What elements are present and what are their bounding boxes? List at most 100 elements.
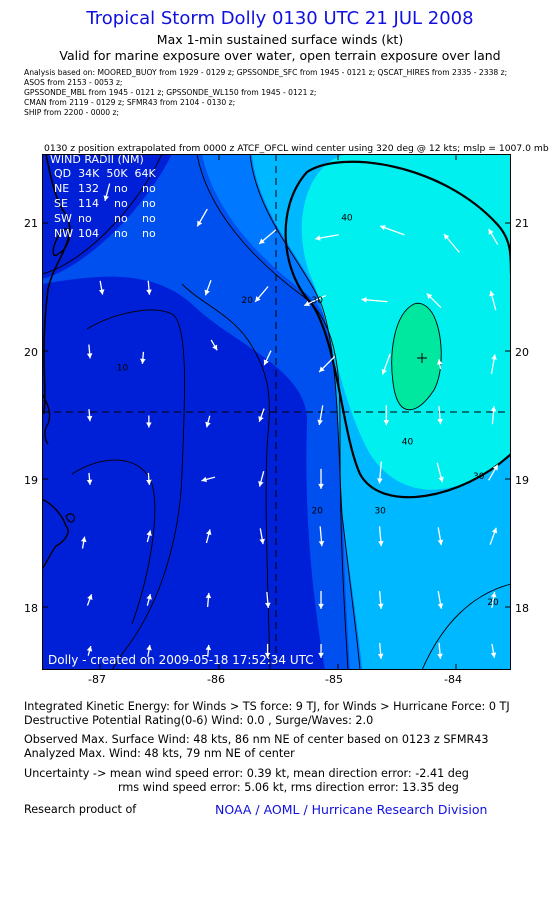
wind-radii-quad: NW xyxy=(54,227,73,240)
wind-vector-arrow xyxy=(377,590,384,609)
wind-radii-64k: no xyxy=(142,182,156,195)
wind-vector-arrow xyxy=(210,339,218,351)
wind-band-45kt xyxy=(391,303,442,410)
wind-map: 40 30 20 10 40 30 20 20 30 WIND RADII (NM) QD 34… xyxy=(42,154,511,670)
wind-vector-arrow xyxy=(205,592,212,607)
analysis-line-3: GPSSONDE_MBL from 1945 - 0121 z; GPSSOND… xyxy=(24,88,317,97)
wind-vector-arrow xyxy=(205,529,212,544)
wind-radii-64k: no xyxy=(142,227,156,240)
wind-vector-arrow xyxy=(490,591,497,608)
wind-radii-table: WIND RADII (NM) QD 34K 50K 64K NE 132 no… xyxy=(50,154,157,240)
wind-vector-arrow xyxy=(259,528,265,545)
dpr-text: Destructive Potential Rating(0-6) Wind: … xyxy=(24,714,374,727)
wind-radii-row-se: SE 114 no no xyxy=(54,197,156,210)
contour-value-label: 10 xyxy=(117,364,129,374)
contour-value-label: 40 xyxy=(402,437,414,447)
contour-line xyxy=(86,309,186,670)
wind-vector-arrow xyxy=(264,643,271,658)
chart-subtitle-exposure: Valid for marine exposure over water, op… xyxy=(59,48,501,63)
wind-vectors xyxy=(80,183,499,659)
wind-vector-arrow xyxy=(303,294,327,307)
wind-vector-arrow xyxy=(437,527,444,546)
wind-radii-34k: no xyxy=(78,212,92,225)
wind-radii-50k: no xyxy=(114,212,128,225)
wind-vector-arrow xyxy=(437,590,444,609)
wind-vector-arrow xyxy=(377,461,383,484)
left-lat-label-20: 20 xyxy=(24,346,38,359)
contour-value-label: 20 xyxy=(487,598,499,608)
wind-vector-arrow xyxy=(381,353,391,375)
wind-vector-arrow xyxy=(86,645,93,656)
wind-vector-arrow xyxy=(490,354,497,375)
wind-vector-arrow xyxy=(379,225,405,236)
wind-vector-arrow xyxy=(265,591,271,608)
wind-vector-arrow xyxy=(437,359,443,370)
contour-value-label: 30 xyxy=(312,296,324,306)
wind-vector-arrow xyxy=(361,297,388,303)
wind-vector-arrow xyxy=(317,405,324,426)
wind-vector-arrow xyxy=(146,472,152,485)
wind-radii-quad: NE xyxy=(54,182,69,195)
storm-center-marker xyxy=(417,353,427,363)
wind-vector-arrow xyxy=(490,406,497,425)
bottom-lon-label-1: -87 xyxy=(88,673,106,686)
analysis-line-1: Analysis based on: MOORED_BUOY from 1929… xyxy=(24,68,508,77)
wind-vector-arrow xyxy=(86,472,93,485)
coastline xyxy=(42,393,51,445)
bottom-lon-label-2: -86 xyxy=(207,673,225,686)
right-lat-label-20: 20 xyxy=(515,346,529,359)
wind-radii-row-ne: NE 132 no no xyxy=(54,182,156,195)
wind-radii-row-sw: SW no no no xyxy=(54,212,156,225)
wind-vector-arrow xyxy=(146,644,152,657)
wind-vector-arrow xyxy=(86,409,93,422)
wind-vector-arrow xyxy=(436,462,444,483)
contour-line xyxy=(181,283,271,670)
wind-radii-50k: no xyxy=(114,182,128,195)
contour-line xyxy=(249,154,361,670)
wind-vector-arrow xyxy=(315,234,339,241)
contour-value-label: 40 xyxy=(341,213,353,223)
analysis-line-4: CMAN from 2119 - 0129 z; SFMR43 from 210… xyxy=(24,98,236,107)
observed-max-text: Observed Max. Surface Wind: 48 kts, 86 n… xyxy=(24,733,489,746)
wind-vector-arrow xyxy=(318,355,336,373)
wind-radii-34k: 114 xyxy=(78,197,99,210)
left-lat-label-18: 18 xyxy=(24,602,38,615)
island-cozumel xyxy=(52,228,70,257)
map-frame xyxy=(42,154,511,670)
island xyxy=(65,513,75,523)
wind-vector-arrow xyxy=(258,470,265,487)
contour-value-label: 30 xyxy=(374,506,386,516)
wind-vector-arrow xyxy=(205,415,211,428)
wind-vector-arrow xyxy=(86,594,93,606)
contour-line xyxy=(42,154,163,275)
wind-radii-50k: no xyxy=(114,197,128,210)
contour-line xyxy=(71,459,156,625)
coastline xyxy=(43,154,71,415)
wind-vector-arrow xyxy=(318,526,325,547)
wind-vector-arrow xyxy=(377,642,384,659)
wind-vector-arrow xyxy=(258,408,265,422)
wind-radii-64k: no xyxy=(142,212,156,225)
wind-vector-arrow xyxy=(86,344,93,359)
right-lat-label-19: 19 xyxy=(515,474,529,487)
wind-radii-50k: no xyxy=(114,227,128,240)
contour-labels: 40 30 20 10 40 30 20 20 30 xyxy=(117,213,499,608)
wind-vector-arrow xyxy=(437,642,443,659)
wind-radii-row-nw: NW 104 no no xyxy=(54,227,156,240)
coastline xyxy=(42,498,69,570)
wind-vector-arrow xyxy=(205,644,212,657)
wind-vector-arrow xyxy=(383,405,390,426)
uncertainty-line-1: Uncertainty -> mean wind speed error: 0.… xyxy=(24,767,469,780)
analysis-line-2: ASOS from 2153 - 0053 z; xyxy=(24,78,123,87)
wind-radii-34k: 132 xyxy=(78,182,99,195)
wind-radii-34k: 104 xyxy=(78,227,99,240)
analysis-line-5: SHIP from 2200 - 0000 z; xyxy=(24,108,120,117)
wind-vector-arrow xyxy=(318,590,324,609)
wind-vector-arrow xyxy=(146,593,152,606)
wind-vector-arrow xyxy=(263,350,272,366)
wind-radii-header: QD 34K 50K 64K xyxy=(54,167,157,180)
contour-line xyxy=(391,302,442,411)
wind-vector-arrow xyxy=(196,208,208,227)
wind-radii-title: WIND RADII (NM) xyxy=(50,154,144,166)
wind-vector-arrow xyxy=(318,468,324,489)
